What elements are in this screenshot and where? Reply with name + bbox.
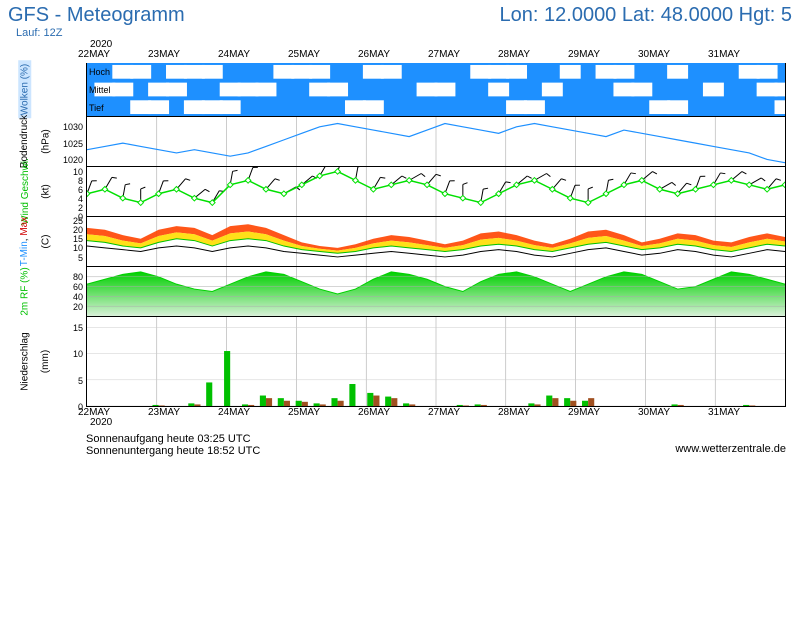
time-tick: 26MAY xyxy=(358,407,390,418)
ytick: 1030 xyxy=(63,122,83,132)
panel-wind: Wind Geschwi. (kt) 0246810 xyxy=(86,167,786,217)
title-right: Lon: 12.0000 Lat: 48.0000 Hgt: 5 xyxy=(500,4,792,27)
ytick: 1020 xyxy=(63,155,83,165)
cloud-level-label: Tief xyxy=(89,103,104,113)
ytick: 20 xyxy=(73,225,83,235)
header: GFS - Meteogramm Lon: 12.0000 Lat: 48.00… xyxy=(0,0,800,39)
cloud-level-label: Hoch xyxy=(89,67,110,77)
unit-temp: (C) xyxy=(40,235,51,249)
cloud-level-label: Mittel xyxy=(89,85,111,95)
time-tick: 30MAY xyxy=(638,49,670,60)
ytick: 1025 xyxy=(63,139,83,149)
time-axis-top: 2020 22MAY23MAY24MAY25MAY26MAY27MAY28MAY… xyxy=(10,41,790,63)
panel-clouds: Wolken (%) HochMittelTief xyxy=(86,63,786,117)
time-tick: 25MAY xyxy=(288,49,320,60)
ylabel-wind: Wind Geschwi. xyxy=(20,158,31,225)
ytick: 10 xyxy=(73,243,83,253)
ytick: 20 xyxy=(73,302,83,312)
ylabel-temp: T-Min, Max xyxy=(20,217,31,266)
time-tick: 27MAY xyxy=(428,49,460,60)
ylabel-rh: 2m RF (%) xyxy=(20,267,31,315)
panel-temp: T-Min, Max (C) 510152025 xyxy=(86,217,786,267)
time-axis-bottom: 2020 22MAY 23MAY 24MAY 25MAY 26MAY 27MAY 28MAY… xyxy=(10,407,790,429)
ytick: 8 xyxy=(78,176,83,186)
time-tick: 23MAY xyxy=(148,407,180,418)
ytick: 80 xyxy=(73,272,83,282)
ylabel-clouds: Wolken (%) xyxy=(19,61,32,119)
time-tick: 31MAY xyxy=(708,49,740,60)
time-tick: 29MAY xyxy=(568,407,600,418)
unit-pressure: (hPa) xyxy=(41,129,52,153)
credit-text: www.wetterzentrale.de xyxy=(675,443,786,455)
time-tick: 29MAY xyxy=(568,49,600,60)
time-tick: 23MAY xyxy=(148,49,180,60)
time-tick: 26MAY xyxy=(358,49,390,60)
time-tick: 24MAY xyxy=(218,407,250,418)
ytick: 2 xyxy=(78,203,83,213)
panel-precip: Niederschlag (mm) 051015 xyxy=(86,317,786,407)
panel-pressure: Bodendruck (hPa) 102010251030 xyxy=(86,117,786,167)
time-tick: 28MAY xyxy=(498,49,530,60)
footer: Sonnenaufgang heute 03:25 UTC Sonnenunte… xyxy=(86,433,800,457)
ytick: 40 xyxy=(73,292,83,302)
time-tick: 27MAY xyxy=(428,407,460,418)
ytick: 5 xyxy=(78,253,83,263)
time-tick: 22MAY xyxy=(78,49,110,60)
time-tick: 30MAY xyxy=(638,407,670,418)
time-tick: 31MAY xyxy=(708,407,740,418)
ytick: 15 xyxy=(73,323,83,333)
title-left: GFS - Meteogramm xyxy=(8,4,185,27)
unit-wind: (kt) xyxy=(40,184,51,198)
ytick: 60 xyxy=(73,282,83,292)
run-label: Lauf: 12Z xyxy=(16,27,792,39)
time-tick: 28MAY xyxy=(498,407,530,418)
ytick: 5 xyxy=(78,376,83,386)
ytick: 10 xyxy=(73,349,83,359)
ytick: 10 xyxy=(73,167,83,177)
ylabel-precip: Niederschlag xyxy=(20,332,31,390)
ytick: 25 xyxy=(73,216,83,226)
ytick: 15 xyxy=(73,234,83,244)
time-tick: 25MAY xyxy=(288,407,320,418)
unit-precip: (mm) xyxy=(41,350,52,373)
chart-stack: 2020 22MAY23MAY24MAY25MAY26MAY27MAY28MAY… xyxy=(10,41,790,429)
ytick: 4 xyxy=(78,194,83,204)
ytick: 6 xyxy=(78,185,83,195)
panel-rh: 2m RF (%) 20406080 xyxy=(86,267,786,317)
time-tick: 22MAY xyxy=(78,407,110,418)
year-label-bottom: 2020 xyxy=(90,417,112,428)
time-tick: 24MAY xyxy=(218,49,250,60)
